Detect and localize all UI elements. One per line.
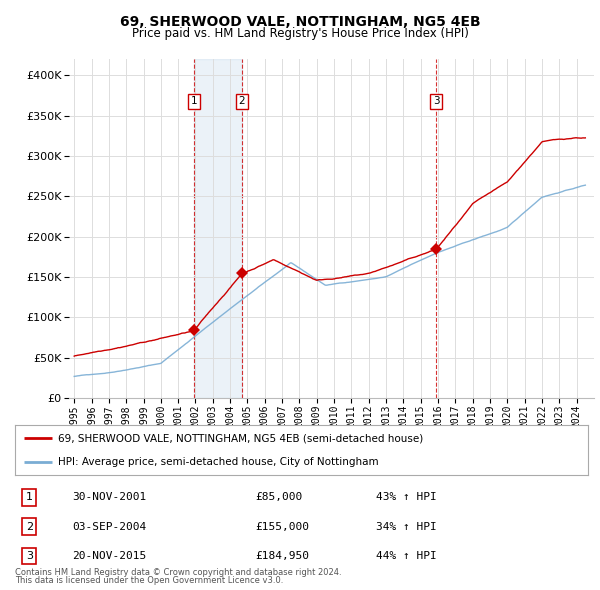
Text: £184,950: £184,950 [256, 551, 310, 561]
Text: 43% ↑ HPI: 43% ↑ HPI [376, 492, 437, 502]
Text: This data is licensed under the Open Government Licence v3.0.: This data is licensed under the Open Gov… [15, 576, 283, 585]
Text: Price paid vs. HM Land Registry's House Price Index (HPI): Price paid vs. HM Land Registry's House … [131, 27, 469, 40]
Text: 34% ↑ HPI: 34% ↑ HPI [376, 522, 437, 532]
Text: 3: 3 [26, 551, 33, 561]
Text: 3: 3 [433, 96, 439, 106]
Text: 30-NOV-2001: 30-NOV-2001 [73, 492, 146, 502]
Text: Contains HM Land Registry data © Crown copyright and database right 2024.: Contains HM Land Registry data © Crown c… [15, 568, 341, 577]
Bar [194, 59, 242, 398]
Text: 2: 2 [238, 96, 245, 106]
Text: £85,000: £85,000 [256, 492, 303, 502]
Text: £155,000: £155,000 [256, 522, 310, 532]
Text: 1: 1 [26, 492, 33, 502]
Text: 44% ↑ HPI: 44% ↑ HPI [376, 551, 437, 561]
Text: 2: 2 [26, 522, 33, 532]
Text: 03-SEP-2004: 03-SEP-2004 [73, 522, 146, 532]
Text: 69, SHERWOOD VALE, NOTTINGHAM, NG5 4EB (semi-detached house): 69, SHERWOOD VALE, NOTTINGHAM, NG5 4EB (… [58, 433, 423, 443]
Text: HPI: Average price, semi-detached house, City of Nottingham: HPI: Average price, semi-detached house,… [58, 457, 379, 467]
Text: 1: 1 [191, 96, 197, 106]
Text: 20-NOV-2015: 20-NOV-2015 [73, 551, 146, 561]
Text: 69, SHERWOOD VALE, NOTTINGHAM, NG5 4EB: 69, SHERWOOD VALE, NOTTINGHAM, NG5 4EB [119, 15, 481, 29]
